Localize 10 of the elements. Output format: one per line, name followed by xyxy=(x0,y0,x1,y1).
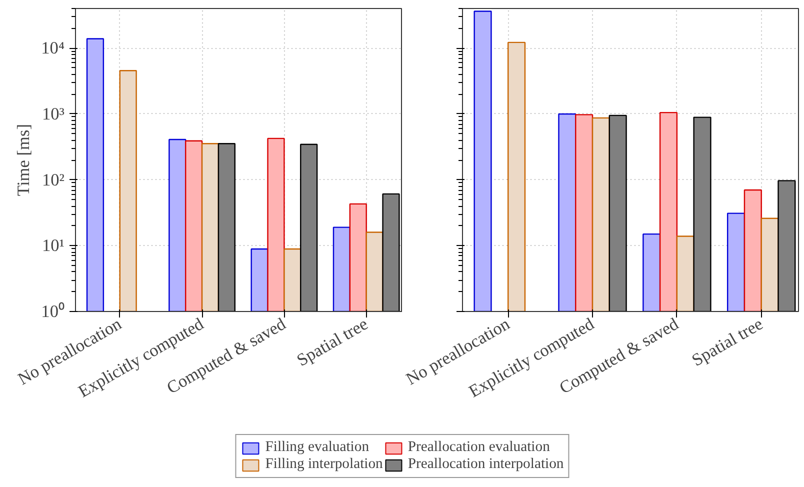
legend-label: Preallocation evaluation xyxy=(408,439,550,456)
y-tick-label: 10⁰ xyxy=(41,302,64,321)
legend-label: Filling evaluation xyxy=(265,439,370,456)
y-tick-label: 10⁴ xyxy=(41,38,65,58)
legend-label: Filling interpolation xyxy=(265,456,383,473)
y-axis-title: Time [ms] xyxy=(14,124,34,196)
y-tick-label: 10¹ xyxy=(42,236,65,256)
y-tick-label: 10² xyxy=(42,170,65,190)
legend-label: Preallocation interpolation xyxy=(408,456,564,473)
y-tick-label: 10³ xyxy=(42,104,65,124)
